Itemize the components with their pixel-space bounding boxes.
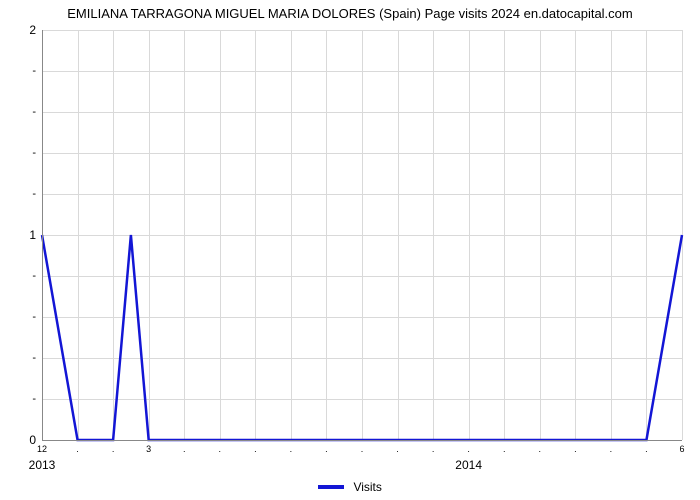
visits-line <box>42 235 682 440</box>
x-tick-minor: . <box>325 444 328 454</box>
legend-swatch <box>318 485 344 489</box>
x-tick-minor: 12 <box>37 444 47 454</box>
x-tick-label: 2013 <box>29 458 56 472</box>
x-tick-minor: . <box>574 444 577 454</box>
x-tick-minor: . <box>76 444 79 454</box>
y-tick-label: 0 <box>29 433 36 447</box>
y-axis-line <box>42 30 43 440</box>
y-tick-minor: - <box>32 106 36 118</box>
x-tick-minor: . <box>361 444 364 454</box>
legend: Visits <box>0 479 700 494</box>
x-tick-minor: . <box>290 444 293 454</box>
x-tick-minor: . <box>467 444 470 454</box>
y-tick-minor: - <box>32 270 36 282</box>
y-tick-minor: - <box>32 65 36 77</box>
x-tick-minor: 3 <box>146 444 151 454</box>
x-tick-minor: . <box>503 444 506 454</box>
legend-label: Visits <box>353 480 381 494</box>
x-tick-label: 2014 <box>455 458 482 472</box>
line-series <box>42 30 682 440</box>
x-tick-minor: . <box>112 444 115 454</box>
x-tick-minor: . <box>645 444 648 454</box>
y-tick-minor: - <box>32 352 36 364</box>
x-tick-minor: . <box>219 444 222 454</box>
y-tick-minor: - <box>32 311 36 323</box>
plot-area: 012--------12..3..............620132014 <box>42 30 682 440</box>
x-tick-minor: . <box>183 444 186 454</box>
x-tick-minor: . <box>254 444 257 454</box>
y-tick-minor: - <box>32 188 36 200</box>
x-tick-minor: 6 <box>679 444 684 454</box>
y-tick-minor: - <box>32 393 36 405</box>
y-tick-label: 1 <box>29 228 36 242</box>
x-tick-minor: . <box>432 444 435 454</box>
x-axis-line <box>42 440 682 441</box>
chart-container: EMILIANA TARRAGONA MIGUEL MARIA DOLORES … <box>0 0 700 500</box>
x-tick-minor: . <box>539 444 542 454</box>
grid-line-vertical <box>682 30 683 440</box>
x-tick-minor: . <box>396 444 399 454</box>
y-tick-label: 2 <box>29 23 36 37</box>
chart-title: EMILIANA TARRAGONA MIGUEL MARIA DOLORES … <box>0 6 700 21</box>
y-tick-minor: - <box>32 147 36 159</box>
x-tick-minor: . <box>610 444 613 454</box>
